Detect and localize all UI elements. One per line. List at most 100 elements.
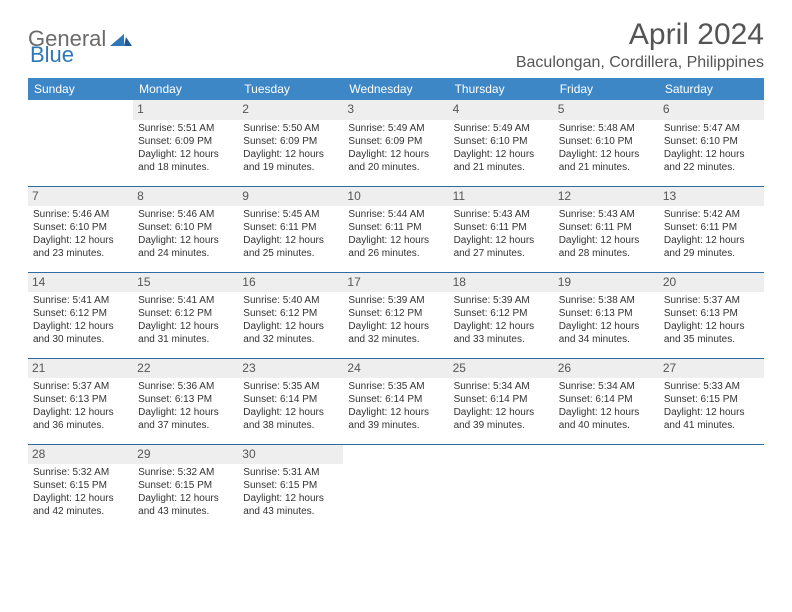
day-cell: 1Sunrise: 5:51 AMSunset: 6:09 PMDaylight… bbox=[133, 100, 238, 186]
day-cell bbox=[554, 444, 659, 530]
day-number: 5 bbox=[554, 100, 659, 120]
day-details: Sunrise: 5:41 AMSunset: 6:12 PMDaylight:… bbox=[33, 294, 128, 346]
day-header: Saturday bbox=[659, 78, 764, 100]
day-cell: 5Sunrise: 5:48 AMSunset: 6:10 PMDaylight… bbox=[554, 100, 659, 186]
day-number: 26 bbox=[554, 359, 659, 379]
day-cell: 26Sunrise: 5:34 AMSunset: 6:14 PMDayligh… bbox=[554, 358, 659, 444]
week-row: .1Sunrise: 5:51 AMSunset: 6:09 PMDayligh… bbox=[28, 100, 764, 186]
day-number: 10 bbox=[343, 187, 448, 207]
day-header: Thursday bbox=[449, 78, 554, 100]
day-details: Sunrise: 5:39 AMSunset: 6:12 PMDaylight:… bbox=[454, 294, 549, 346]
day-number: 24 bbox=[343, 359, 448, 379]
day-details: Sunrise: 5:38 AMSunset: 6:13 PMDaylight:… bbox=[559, 294, 654, 346]
day-cell: 2Sunrise: 5:50 AMSunset: 6:09 PMDaylight… bbox=[238, 100, 343, 186]
day-number: 19 bbox=[554, 273, 659, 293]
day-details: Sunrise: 5:34 AMSunset: 6:14 PMDaylight:… bbox=[559, 380, 654, 432]
day-cell: 9Sunrise: 5:45 AMSunset: 6:11 PMDaylight… bbox=[238, 186, 343, 272]
day-cell: 21Sunrise: 5:37 AMSunset: 6:13 PMDayligh… bbox=[28, 358, 133, 444]
day-cell: 17Sunrise: 5:39 AMSunset: 6:12 PMDayligh… bbox=[343, 272, 448, 358]
day-details: Sunrise: 5:35 AMSunset: 6:14 PMDaylight:… bbox=[243, 380, 338, 432]
day-number: 11 bbox=[449, 187, 554, 207]
day-cell bbox=[659, 444, 764, 530]
day-details: Sunrise: 5:37 AMSunset: 6:13 PMDaylight:… bbox=[664, 294, 759, 346]
day-number: 28 bbox=[28, 445, 133, 465]
week-row: 28Sunrise: 5:32 AMSunset: 6:15 PMDayligh… bbox=[28, 444, 764, 530]
week-row: 7Sunrise: 5:46 AMSunset: 6:10 PMDaylight… bbox=[28, 186, 764, 272]
day-cell: 3Sunrise: 5:49 AMSunset: 6:09 PMDaylight… bbox=[343, 100, 448, 186]
day-cell: . bbox=[28, 100, 133, 186]
day-number: 29 bbox=[133, 445, 238, 465]
day-number: 7 bbox=[28, 187, 133, 207]
day-number: 8 bbox=[133, 187, 238, 207]
day-number: 4 bbox=[449, 100, 554, 120]
day-details: Sunrise: 5:45 AMSunset: 6:11 PMDaylight:… bbox=[243, 208, 338, 260]
day-number: 30 bbox=[238, 445, 343, 465]
day-number: 9 bbox=[238, 187, 343, 207]
logo-mark-icon bbox=[110, 28, 132, 51]
day-number: 6 bbox=[659, 100, 764, 120]
day-details: Sunrise: 5:43 AMSunset: 6:11 PMDaylight:… bbox=[559, 208, 654, 260]
day-details: Sunrise: 5:32 AMSunset: 6:15 PMDaylight:… bbox=[138, 466, 233, 518]
day-number: 20 bbox=[659, 273, 764, 293]
day-details: Sunrise: 5:49 AMSunset: 6:10 PMDaylight:… bbox=[454, 122, 549, 174]
day-header-row: Sunday Monday Tuesday Wednesday Thursday… bbox=[28, 78, 764, 100]
day-header: Friday bbox=[554, 78, 659, 100]
day-cell: 23Sunrise: 5:35 AMSunset: 6:14 PMDayligh… bbox=[238, 358, 343, 444]
day-details: Sunrise: 5:50 AMSunset: 6:09 PMDaylight:… bbox=[243, 122, 338, 174]
day-number: 1 bbox=[133, 100, 238, 120]
day-cell: 30Sunrise: 5:31 AMSunset: 6:15 PMDayligh… bbox=[238, 444, 343, 530]
day-number: 27 bbox=[659, 359, 764, 379]
day-number: 22 bbox=[133, 359, 238, 379]
day-cell: 19Sunrise: 5:38 AMSunset: 6:13 PMDayligh… bbox=[554, 272, 659, 358]
day-details: Sunrise: 5:51 AMSunset: 6:09 PMDaylight:… bbox=[138, 122, 233, 174]
day-details: Sunrise: 5:49 AMSunset: 6:09 PMDaylight:… bbox=[348, 122, 443, 174]
month-title: April 2024 bbox=[516, 18, 764, 52]
day-cell: 25Sunrise: 5:34 AMSunset: 6:14 PMDayligh… bbox=[449, 358, 554, 444]
day-cell: 8Sunrise: 5:46 AMSunset: 6:10 PMDaylight… bbox=[133, 186, 238, 272]
day-cell: 18Sunrise: 5:39 AMSunset: 6:12 PMDayligh… bbox=[449, 272, 554, 358]
day-cell: 27Sunrise: 5:33 AMSunset: 6:15 PMDayligh… bbox=[659, 358, 764, 444]
day-details: Sunrise: 5:34 AMSunset: 6:14 PMDaylight:… bbox=[454, 380, 549, 432]
day-cell bbox=[343, 444, 448, 530]
week-row: 14Sunrise: 5:41 AMSunset: 6:12 PMDayligh… bbox=[28, 272, 764, 358]
title-block: April 2024 Baculongan, Cordillera, Phili… bbox=[516, 18, 764, 72]
day-header: Sunday bbox=[28, 78, 133, 100]
day-details: Sunrise: 5:48 AMSunset: 6:10 PMDaylight:… bbox=[559, 122, 654, 174]
day-header: Wednesday bbox=[343, 78, 448, 100]
day-number: 2 bbox=[238, 100, 343, 120]
day-number: 23 bbox=[238, 359, 343, 379]
day-cell: 7Sunrise: 5:46 AMSunset: 6:10 PMDaylight… bbox=[28, 186, 133, 272]
day-cell: 12Sunrise: 5:43 AMSunset: 6:11 PMDayligh… bbox=[554, 186, 659, 272]
day-number: 14 bbox=[28, 273, 133, 293]
day-cell: 6Sunrise: 5:47 AMSunset: 6:10 PMDaylight… bbox=[659, 100, 764, 186]
day-details: Sunrise: 5:37 AMSunset: 6:13 PMDaylight:… bbox=[33, 380, 128, 432]
day-details: Sunrise: 5:39 AMSunset: 6:12 PMDaylight:… bbox=[348, 294, 443, 346]
day-number: 25 bbox=[449, 359, 554, 379]
logo-text-blue: Blue bbox=[30, 42, 74, 67]
header: General April 2024 Baculongan, Cordiller… bbox=[28, 18, 764, 72]
day-cell: 13Sunrise: 5:42 AMSunset: 6:11 PMDayligh… bbox=[659, 186, 764, 272]
day-number: 21 bbox=[28, 359, 133, 379]
day-header: Tuesday bbox=[238, 78, 343, 100]
day-number: 12 bbox=[554, 187, 659, 207]
day-cell: 14Sunrise: 5:41 AMSunset: 6:12 PMDayligh… bbox=[28, 272, 133, 358]
day-details: Sunrise: 5:40 AMSunset: 6:12 PMDaylight:… bbox=[243, 294, 338, 346]
day-details: Sunrise: 5:44 AMSunset: 6:11 PMDaylight:… bbox=[348, 208, 443, 260]
day-cell: 15Sunrise: 5:41 AMSunset: 6:12 PMDayligh… bbox=[133, 272, 238, 358]
day-cell: 20Sunrise: 5:37 AMSunset: 6:13 PMDayligh… bbox=[659, 272, 764, 358]
day-cell: 29Sunrise: 5:32 AMSunset: 6:15 PMDayligh… bbox=[133, 444, 238, 530]
day-number: 15 bbox=[133, 273, 238, 293]
calendar-body: .1Sunrise: 5:51 AMSunset: 6:09 PMDayligh… bbox=[28, 100, 764, 530]
day-details: Sunrise: 5:32 AMSunset: 6:15 PMDaylight:… bbox=[33, 466, 128, 518]
day-header: Monday bbox=[133, 78, 238, 100]
day-cell: 10Sunrise: 5:44 AMSunset: 6:11 PMDayligh… bbox=[343, 186, 448, 272]
day-number: 18 bbox=[449, 273, 554, 293]
day-details: Sunrise: 5:43 AMSunset: 6:11 PMDaylight:… bbox=[454, 208, 549, 260]
day-details: Sunrise: 5:31 AMSunset: 6:15 PMDaylight:… bbox=[243, 466, 338, 518]
day-cell: 22Sunrise: 5:36 AMSunset: 6:13 PMDayligh… bbox=[133, 358, 238, 444]
day-details: Sunrise: 5:46 AMSunset: 6:10 PMDaylight:… bbox=[33, 208, 128, 260]
day-number: 13 bbox=[659, 187, 764, 207]
location-text: Baculongan, Cordillera, Philippines bbox=[516, 54, 764, 72]
day-number: 3 bbox=[343, 100, 448, 120]
day-details: Sunrise: 5:41 AMSunset: 6:12 PMDaylight:… bbox=[138, 294, 233, 346]
